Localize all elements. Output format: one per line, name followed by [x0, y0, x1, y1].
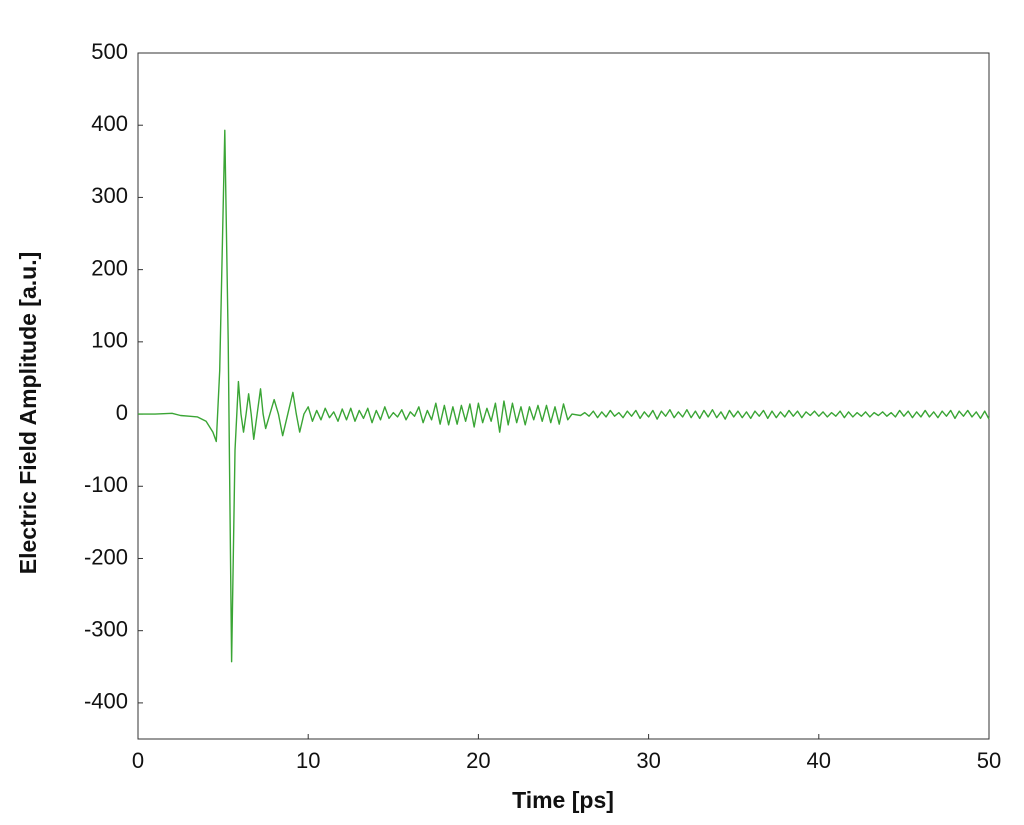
- x-tick-label: 20: [466, 748, 490, 773]
- y-tick-label: -400: [84, 689, 128, 714]
- x-tick-label: 10: [296, 748, 320, 773]
- y-tick-label: 0: [116, 400, 128, 425]
- y-tick-label: 300: [91, 183, 128, 208]
- y-tick-label: 100: [91, 328, 128, 353]
- y-tick-label: -200: [84, 544, 128, 569]
- x-tick-label: 50: [977, 748, 1001, 773]
- x-axis-label: Time [ps]: [512, 787, 614, 813]
- x-tick-label: 30: [636, 748, 660, 773]
- x-tick-label: 40: [807, 748, 831, 773]
- data-line: [138, 129, 990, 663]
- y-tick-label: 500: [91, 39, 128, 64]
- x-tick-label: 0: [132, 748, 144, 773]
- y-tick-label: 400: [91, 111, 128, 136]
- y-axis-label: Electric Field Amplitude [a.u.]: [15, 252, 41, 574]
- y-tick-label: -100: [84, 472, 128, 497]
- y-tick-label: 200: [91, 255, 128, 280]
- y-tick-label: -300: [84, 616, 128, 641]
- plot-frame: [137, 52, 990, 740]
